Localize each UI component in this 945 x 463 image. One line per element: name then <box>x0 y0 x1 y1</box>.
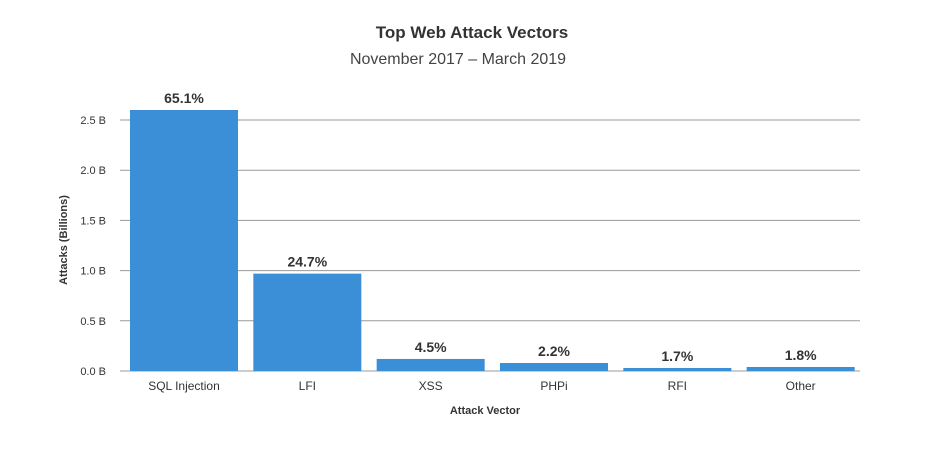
category-label: RFI <box>668 379 687 393</box>
chart-title: Top Web Attack Vectors <box>376 23 568 42</box>
y-tick-label: 2.0 B <box>80 165 106 177</box>
x-axis-title: Attack Vector <box>450 405 521 417</box>
category-label: XSS <box>419 379 443 393</box>
category-label: LFI <box>299 379 316 393</box>
data-label: 4.5% <box>415 339 447 355</box>
category-label: PHPi <box>540 379 567 393</box>
gridlines <box>120 119 860 372</box>
data-label: 1.8% <box>785 347 817 363</box>
y-axis-ticks: 0.0 B 0.5 B 1.0 B 1.5 B 2.0 B 2.5 B <box>80 115 106 378</box>
x-axis-categories: SQL Injection LFI XSS PHPi RFI Other <box>148 379 815 393</box>
bars <box>130 110 855 371</box>
y-tick-label: 0.0 B <box>80 366 106 378</box>
bar-phpi <box>500 362 608 371</box>
category-label: Other <box>786 379 816 393</box>
data-label: 2.2% <box>538 343 570 359</box>
y-tick-label: 1.0 B <box>80 266 106 278</box>
data-label: 65.1% <box>164 90 204 106</box>
data-label: 1.7% <box>661 348 693 364</box>
y-tick-label: 1.5 B <box>80 215 106 227</box>
bar-sql-injection <box>130 110 238 371</box>
y-axis-title: Attacks (Billions) <box>58 195 70 285</box>
bar-other <box>746 366 855 371</box>
category-label: SQL Injection <box>148 379 220 393</box>
y-tick-label: 0.5 B <box>80 316 106 328</box>
bar-xss <box>376 358 485 371</box>
y-tick-label: 2.5 B <box>80 115 106 127</box>
bar-rfi <box>623 367 732 371</box>
data-labels: 65.1% 24.7% 4.5% 2.2% 1.7% 1.8% <box>164 90 817 364</box>
data-label: 24.7% <box>287 254 327 270</box>
bar-lfi <box>253 273 362 371</box>
chart-subtitle: November 2017 – March 2019 <box>350 51 566 68</box>
